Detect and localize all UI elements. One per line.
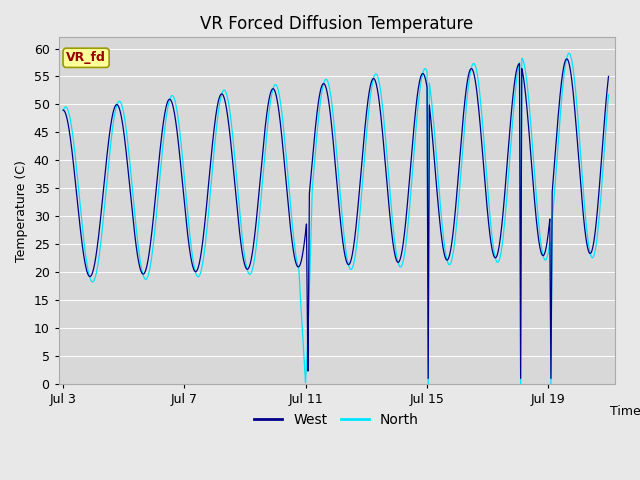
X-axis label: Time: Time [611, 405, 640, 418]
Title: VR Forced Diffusion Temperature: VR Forced Diffusion Temperature [200, 15, 473, 33]
Y-axis label: Temperature (C): Temperature (C) [15, 160, 28, 262]
Legend: West, North: West, North [249, 408, 424, 432]
Text: VR_fd: VR_fd [66, 51, 106, 64]
